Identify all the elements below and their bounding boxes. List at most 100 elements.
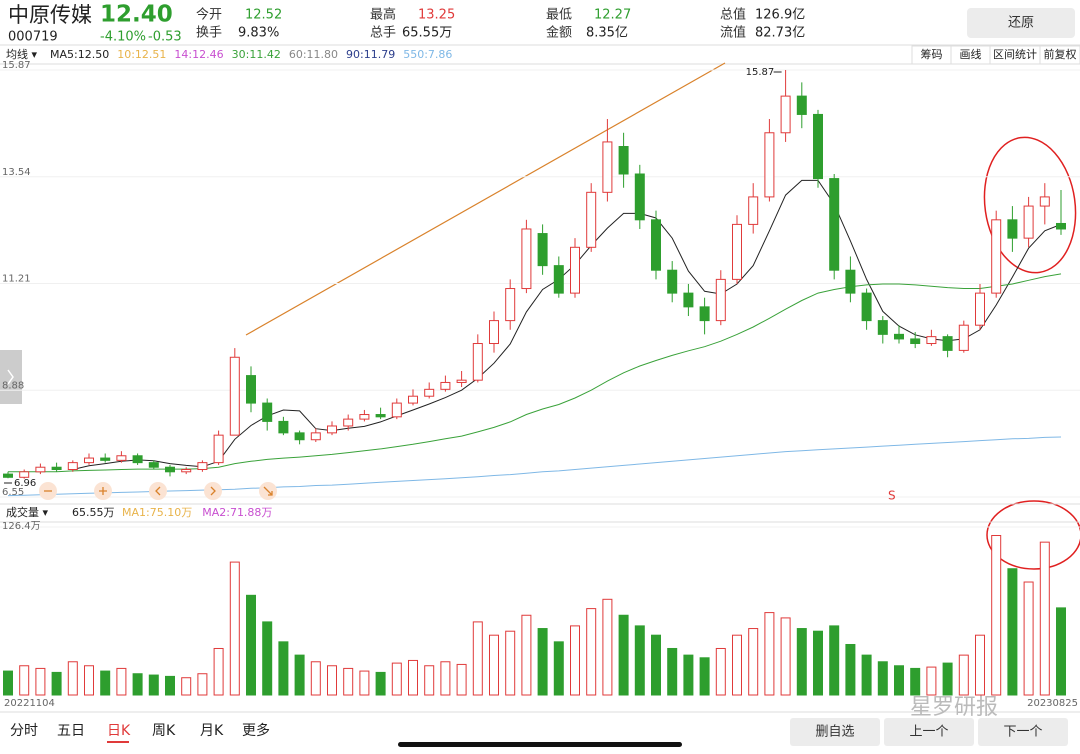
y-tick-label: 13.54	[2, 167, 31, 178]
candle-body	[197, 462, 208, 471]
candle-body	[424, 388, 435, 397]
nav-tab[interactable]: 周K	[152, 723, 176, 739]
candle-body	[327, 425, 337, 434]
volume-bar	[327, 665, 337, 696]
volume-bar	[829, 625, 840, 696]
zoom-icon[interactable]	[263, 486, 273, 496]
nav-button[interactable]	[978, 718, 1068, 746]
volume-bar	[634, 625, 645, 696]
candle-body	[67, 462, 78, 471]
stat-value: 65.55万	[402, 26, 452, 41]
candle-body	[894, 333, 904, 340]
zoom-button[interactable]	[149, 482, 167, 500]
zoom-button[interactable]	[204, 482, 222, 500]
nav-tab[interactable]: 分时	[10, 723, 38, 739]
nav-button-label[interactable]: 删自选	[815, 725, 854, 740]
candle-body	[19, 471, 30, 478]
zoom-icon[interactable]	[155, 486, 161, 496]
trend-line	[245, 62, 726, 336]
volume-bar	[796, 628, 807, 696]
tool-button[interactable]	[1039, 45, 1080, 65]
candle-body	[391, 402, 402, 418]
volume-bar	[537, 628, 548, 696]
candle-body	[229, 356, 240, 436]
ma-legend: MA5:12.50	[50, 48, 109, 61]
candle-body	[715, 278, 726, 322]
candle-body	[683, 292, 694, 308]
y-tick-label: 15.87	[2, 60, 31, 71]
nav-button[interactable]	[884, 718, 974, 746]
tool-label[interactable]: 区间统计	[993, 48, 1037, 61]
nav-button-label[interactable]: 上一个	[909, 725, 948, 740]
candle-body	[343, 418, 354, 427]
volume-bar	[19, 665, 30, 696]
volume-bar	[472, 621, 483, 696]
nav-tab[interactable]: 月K	[200, 723, 224, 739]
stock-price: 12.40	[100, 2, 173, 28]
tool-label[interactable]: 前复权	[1044, 47, 1077, 61]
candle-body	[3, 473, 13, 478]
restore-label[interactable]: 还原	[1008, 16, 1034, 31]
candle-body	[278, 420, 289, 434]
volume-bar	[877, 661, 888, 696]
candle-body	[521, 228, 532, 290]
zoom-icon[interactable]	[99, 487, 107, 495]
candle-body	[84, 457, 94, 464]
volume-bar	[343, 667, 354, 696]
candle-body	[861, 292, 872, 322]
nav-button[interactable]	[790, 718, 880, 746]
low-label: 6.96	[14, 478, 36, 489]
high-label: 15.87	[746, 67, 775, 78]
candle-body	[294, 432, 305, 441]
side-tab-arrow	[7, 369, 14, 385]
stat-label: 总手	[370, 26, 396, 41]
candle-body	[310, 432, 321, 441]
ma-legend: 30:11.42	[232, 48, 281, 61]
zoom-icon[interactable]	[210, 486, 216, 496]
volume-bar	[278, 641, 289, 696]
nav-tab[interactable]: 日K	[107, 723, 131, 739]
volume-bar	[570, 625, 580, 696]
candle-body	[408, 395, 418, 404]
candle-body	[942, 336, 953, 351]
y-tick-label: 6.55	[2, 487, 24, 498]
restore-button[interactable]	[967, 8, 1075, 38]
candle-body	[699, 306, 710, 322]
signal-label: S	[888, 489, 896, 503]
volume-selector[interactable]: 成交量 ▾	[6, 505, 48, 519]
volume-bar	[408, 659, 418, 696]
volume-bar	[651, 634, 661, 696]
volume-current: 65.55万	[72, 506, 115, 519]
ma-selector[interactable]: 均线 ▾	[6, 47, 37, 61]
x-tick-label: 20230825	[1027, 698, 1078, 709]
volume-bar	[958, 654, 969, 696]
volume-bar	[845, 643, 856, 696]
stock-code: 000719	[8, 30, 58, 45]
volume-legend: MA2:71.88万	[202, 506, 272, 519]
nav-button-label[interactable]: 下一个	[1003, 725, 1042, 740]
volume-bar	[391, 662, 402, 696]
volume-bar	[165, 675, 175, 696]
tool-label[interactable]: 画线	[960, 47, 982, 61]
stat-label: 今开	[196, 7, 222, 23]
nav-tab[interactable]: 五日	[57, 723, 85, 739]
candle-body	[213, 434, 224, 464]
ma-legend: 10:12.51	[117, 48, 166, 61]
volume-bar	[1056, 607, 1066, 696]
candle-body	[667, 269, 678, 294]
tool-label[interactable]: 筹码	[921, 47, 943, 61]
volume-bar	[375, 671, 386, 696]
ma-line	[72, 179, 1062, 470]
volume-bar	[132, 673, 143, 696]
candle-body	[602, 141, 613, 193]
volume-bar	[116, 667, 127, 696]
candle-body	[148, 462, 159, 468]
volume-bar	[35, 667, 46, 696]
candle-body	[375, 414, 386, 418]
nav-tab[interactable]: 更多	[242, 722, 270, 739]
candle-body	[505, 288, 516, 322]
candle-body	[1039, 196, 1050, 207]
side-tab[interactable]	[0, 350, 22, 404]
candle-body	[586, 191, 597, 248]
volume-bar	[1023, 581, 1034, 696]
